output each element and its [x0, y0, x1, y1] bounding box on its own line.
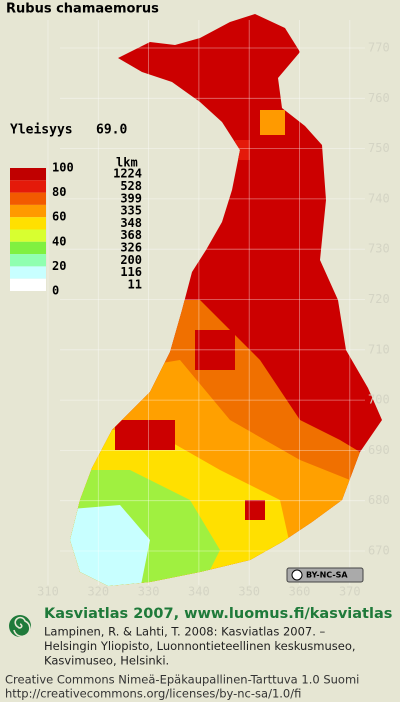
legend-count: 200 — [120, 253, 142, 267]
badge-text: BY-NC-SA — [306, 571, 348, 580]
legend-scale-label: 100 — [52, 161, 74, 175]
legend-count: 368 — [120, 228, 142, 242]
map-patch — [195, 330, 235, 370]
legend-count: 326 — [120, 240, 142, 254]
easting-label: 340 — [188, 585, 210, 599]
grid: 770 760 750 740 730 720 710 700 690 680 670 310 320 3… — [37, 20, 390, 599]
legend-scale-label: 60 — [52, 210, 66, 224]
legend-swatch — [10, 204, 46, 218]
license-badge: BY-NC-SA — [286, 567, 364, 583]
distribution-map — [70, 14, 382, 586]
legend-count: 116 — [120, 265, 142, 279]
northing-label: 720 — [368, 292, 390, 306]
northing-label: 670 — [368, 544, 390, 558]
cc-icon — [291, 569, 303, 581]
logo — [9, 615, 31, 638]
legend-count: 399 — [120, 191, 142, 205]
legend-count: 1224 — [113, 167, 142, 181]
citation-line: Helsingin Yliopisto, Luonnontieteellinen… — [44, 639, 356, 653]
northing-label: 700 — [368, 393, 390, 407]
license-line: Creative Commons Nimeä-Epäkaupallinen-Ta… — [5, 673, 359, 687]
legend-count: 528 — [120, 179, 142, 193]
northing-label: 690 — [368, 443, 390, 457]
legend-scale-label: 80 — [52, 185, 66, 199]
northing-label: 760 — [368, 91, 390, 105]
legend-scale-label: 20 — [52, 259, 66, 273]
map-patch — [115, 420, 175, 450]
license: Creative Commons Nimeä-Epäkaupallinen-Ta… — [5, 673, 359, 701]
legend-scale-label: 0 — [52, 284, 59, 298]
easting-label: 370 — [339, 585, 361, 599]
easting-label: 350 — [238, 585, 260, 599]
easting-label: 310 — [37, 585, 59, 599]
northing-label: 750 — [368, 141, 390, 155]
northing-label: 770 — [368, 41, 390, 55]
legend-count: 11 — [128, 277, 142, 291]
frequency-label: Yleisyys — [10, 123, 73, 138]
northing-label: 740 — [368, 191, 390, 205]
citation-line: Kasvimuseo, Helsinki. — [44, 654, 169, 668]
citation: Lampinen, R. & Lahti, T. 2008: Kasviatla… — [44, 625, 356, 668]
badge-box — [286, 567, 364, 583]
legend-count: 348 — [120, 216, 142, 230]
legend-swatch — [10, 254, 46, 267]
legend-count: 335 — [120, 204, 142, 218]
northing-label: 710 — [368, 342, 390, 356]
species-title: Rubus chamaemorus — [6, 2, 159, 17]
license-line: http://creativecommons.org/licenses/by-n… — [5, 687, 301, 701]
logo-spiral — [13, 616, 31, 638]
citation-line: Lampinen, R. & Lahti, T. 2008: Kasviatla… — [44, 625, 326, 639]
map-patch — [235, 140, 250, 160]
easting-label: 320 — [87, 585, 109, 599]
legend-swatch — [10, 192, 46, 205]
easting-label: 330 — [138, 585, 160, 599]
legend-swatch — [10, 168, 46, 181]
map-zone — [70, 505, 150, 586]
frequency-value: 69.0 — [96, 123, 127, 138]
count-heading: lkm — [116, 156, 138, 170]
footer-heading: Kasviatlas 2007, www.luomus.fi/kasviatla… — [44, 606, 392, 622]
legend-swatch — [10, 266, 46, 279]
northing-label: 680 — [368, 493, 390, 507]
legend-swatch — [10, 241, 46, 255]
legend-scale-label: 40 — [52, 234, 66, 248]
northing-label: 730 — [368, 242, 390, 256]
map-patch — [245, 500, 265, 520]
legend: 1224528399335348368326200116111008060402… — [10, 161, 142, 298]
legend-swatch — [10, 180, 46, 193]
map-patch — [260, 110, 285, 135]
easting-label: 360 — [289, 585, 311, 599]
legend-swatch — [10, 278, 46, 291]
legend-swatch — [10, 229, 46, 242]
legend-swatch — [10, 217, 46, 230]
